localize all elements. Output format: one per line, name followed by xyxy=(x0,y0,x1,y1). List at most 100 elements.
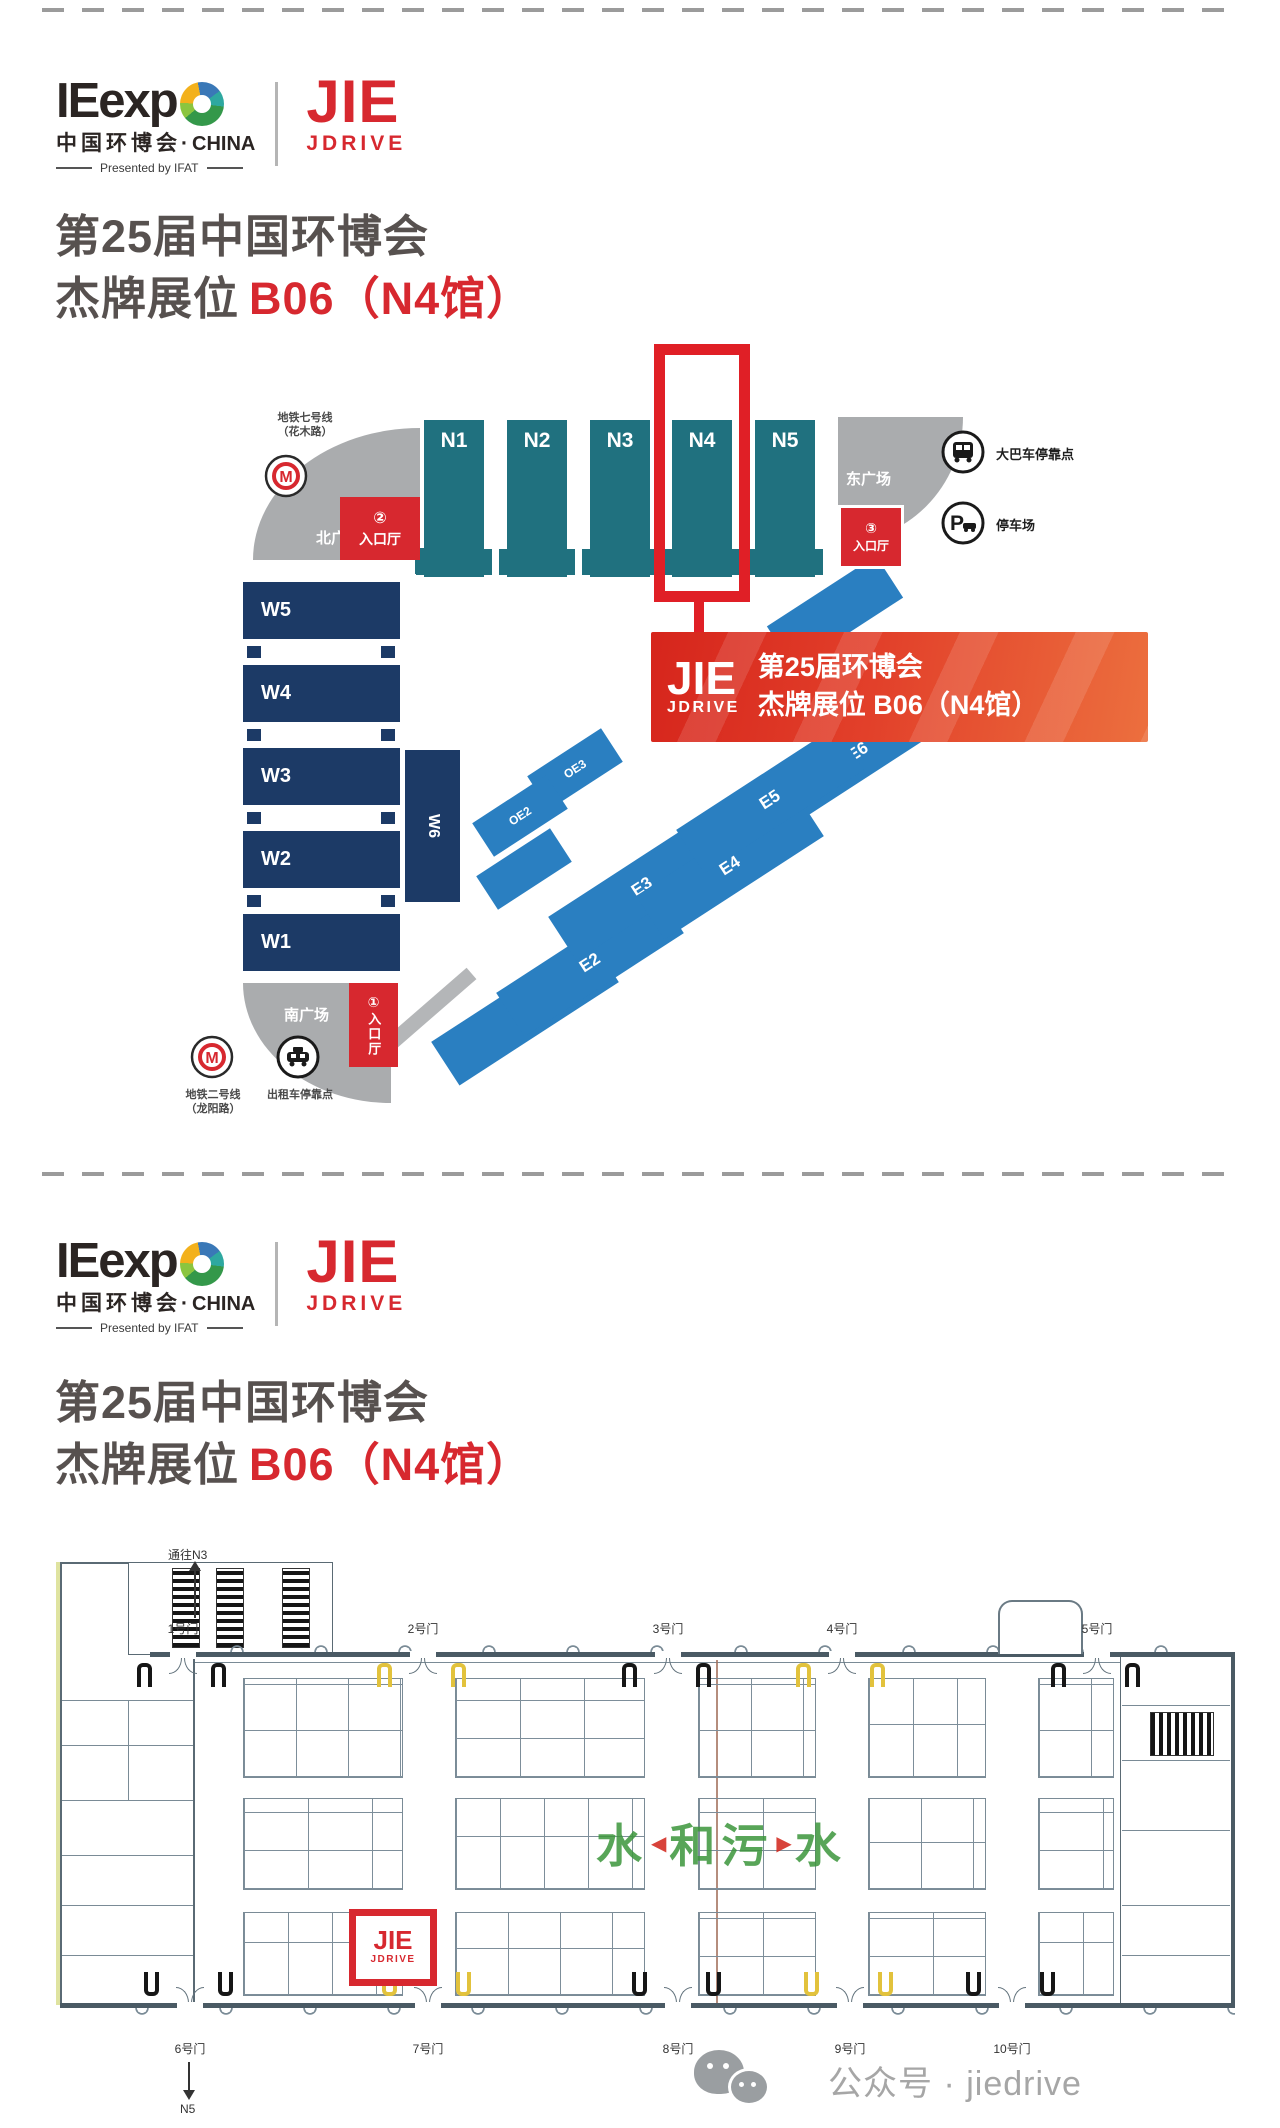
expo-swirl-icon xyxy=(179,82,224,127)
svg-text:M: M xyxy=(279,469,292,486)
n5-exit-arrow xyxy=(188,2062,190,2092)
door-frame xyxy=(870,1663,885,1687)
brand-row-1: IEexp 中国环博会·CHINA Presented by IFAT JIE … xyxy=(56,68,656,178)
booth-highlight: B06（N4馆） xyxy=(249,1439,533,1490)
n4-highlight-frame xyxy=(654,344,750,602)
taxi-stop-label: 出租车停靠点 xyxy=(267,1089,333,1101)
taxi-icon xyxy=(276,1035,320,1079)
logo-divider xyxy=(275,1242,279,1326)
hall-n3: N3 xyxy=(582,420,658,577)
metro-line7-label: 地铁七号线 （花木路） xyxy=(277,412,333,439)
gate-7: 7号门 xyxy=(398,1975,458,2057)
gate-1: 1号门 xyxy=(153,1620,213,1682)
svg-text:M: M xyxy=(205,1050,218,1067)
booth-block xyxy=(1038,1798,1114,1890)
gate-5: 5号门 xyxy=(1067,1620,1127,1682)
booth-block xyxy=(243,1678,403,1778)
door-frame xyxy=(1125,1663,1140,1687)
booth-block xyxy=(698,1678,816,1778)
brand-row-2: IEexp 中国环博会·CHINA Presented by IFAT JIE … xyxy=(56,1232,656,1338)
dashed-divider-top xyxy=(42,8,1238,12)
gate-2: 2号门 xyxy=(393,1620,453,1682)
hall-w4: W4 xyxy=(243,665,400,722)
water-wastewater-watermark: 水 ◀ 和污 ▶ 水 xyxy=(596,1820,847,1872)
entrance-3: ③ 入口厅 xyxy=(838,505,904,569)
bus-icon xyxy=(941,430,985,474)
parking-label: 停车场 xyxy=(996,518,1036,533)
booth-highlight: B06（N4馆） xyxy=(249,273,533,324)
door-frame xyxy=(632,1972,647,1996)
booth-block xyxy=(1038,1678,1114,1778)
booth-block xyxy=(243,1798,403,1890)
gate-8: 8号门 xyxy=(648,1975,708,2057)
jdrive-logo-top: JIE xyxy=(306,68,400,135)
to-n3-label: 通往N3 xyxy=(168,1548,208,1562)
door-frame xyxy=(804,1972,819,1996)
presented-by: Presented by IFAT xyxy=(56,161,255,175)
ieexpo-wordmark: IEexp xyxy=(56,1237,255,1287)
metro-icon: M xyxy=(264,454,308,498)
ieexpo-text: IEexp xyxy=(56,74,179,128)
door-frame xyxy=(377,1663,392,1687)
gate-4: 4号门 xyxy=(812,1620,872,1682)
hall-w2: W2 xyxy=(243,831,400,888)
n4-connector-line xyxy=(694,598,704,654)
ieexpo-logo: IEexp 中国环博会·CHINA Presented by IFAT xyxy=(56,74,256,175)
east-square-label: 东广场 xyxy=(846,471,892,488)
booth-block xyxy=(868,1678,986,1778)
gate-9: 9号门 xyxy=(820,1975,880,2057)
hall-w5: W5 xyxy=(243,582,400,639)
door-frame xyxy=(622,1663,637,1687)
booth-block xyxy=(698,1798,816,1890)
door-frame xyxy=(696,1663,711,1687)
metro-line2-label: 地铁二号线 （龙阳路） xyxy=(185,1089,241,1116)
title-line1: 第25届中国环博会 xyxy=(55,1377,430,1428)
jdrive-booth-marker: JIE JDRIVE xyxy=(349,1909,437,1986)
booth-block xyxy=(868,1798,986,1890)
hall-w3: W3 xyxy=(243,748,400,805)
door-frame xyxy=(706,1972,721,1996)
parking-icon: P xyxy=(941,501,985,545)
title-line1: 第25届中国环博会 xyxy=(55,211,430,262)
logo-divider xyxy=(275,82,279,166)
booth-block xyxy=(455,1798,645,1890)
dashed-divider-middle xyxy=(42,1172,1238,1176)
banner-text: 第25届环博会 杰牌展位 B06（N4馆） xyxy=(757,652,1039,720)
hall-n2: N2 xyxy=(499,420,575,577)
door-frame xyxy=(144,1972,159,1996)
door-frame xyxy=(137,1663,152,1687)
n5-exit-label: N5 xyxy=(180,2102,196,2116)
wechat-account: 公众号 · jiedrive xyxy=(828,2065,1082,2103)
hall-w1: W1 xyxy=(243,914,400,971)
to-n3-arrow xyxy=(194,1570,196,1618)
entrance-2: ② 入口厅 xyxy=(340,497,420,560)
booth-block xyxy=(455,1912,645,1996)
presented-by: Presented by IFAT xyxy=(56,1321,255,1335)
door-frame xyxy=(218,1972,233,1996)
ieexpo-cn-line: 中国环博会·CHINA xyxy=(56,1291,256,1315)
expo-swirl-icon xyxy=(179,1242,224,1287)
svg-text:P: P xyxy=(950,512,964,535)
south-square-label: 南广场 xyxy=(284,1007,330,1024)
jdrive-logo-white: JIE JDRIVE xyxy=(667,651,740,716)
wechat-icon xyxy=(694,2050,794,2108)
bus-stop-label: 大巴车停靠点 xyxy=(996,447,1075,462)
hall-n4: N4 xyxy=(664,420,740,577)
door-frame xyxy=(1040,1972,1055,1996)
arrow-right-icon: ▶ xyxy=(776,1832,792,1855)
hall-n5: N5 xyxy=(747,420,823,577)
ieexpo-cn-line: 中国环博会·CHINA xyxy=(56,131,256,155)
ieexpo-wordmark: IEexp xyxy=(56,74,255,128)
hall-w6: W6 xyxy=(405,750,460,902)
door-frame xyxy=(966,1972,981,1996)
gate-6: 6号门 xyxy=(160,1975,220,2057)
hall-n1: N1 xyxy=(416,420,492,577)
door-frame xyxy=(1051,1663,1066,1687)
metro-icon: M xyxy=(190,1035,234,1079)
gate-3: 3号门 xyxy=(638,1620,698,1682)
booth-block xyxy=(455,1678,645,1778)
door-frame xyxy=(796,1663,811,1687)
title-line2: 杰牌展位 B06（N4馆） xyxy=(55,1439,533,1490)
door-frame xyxy=(878,1972,893,1996)
